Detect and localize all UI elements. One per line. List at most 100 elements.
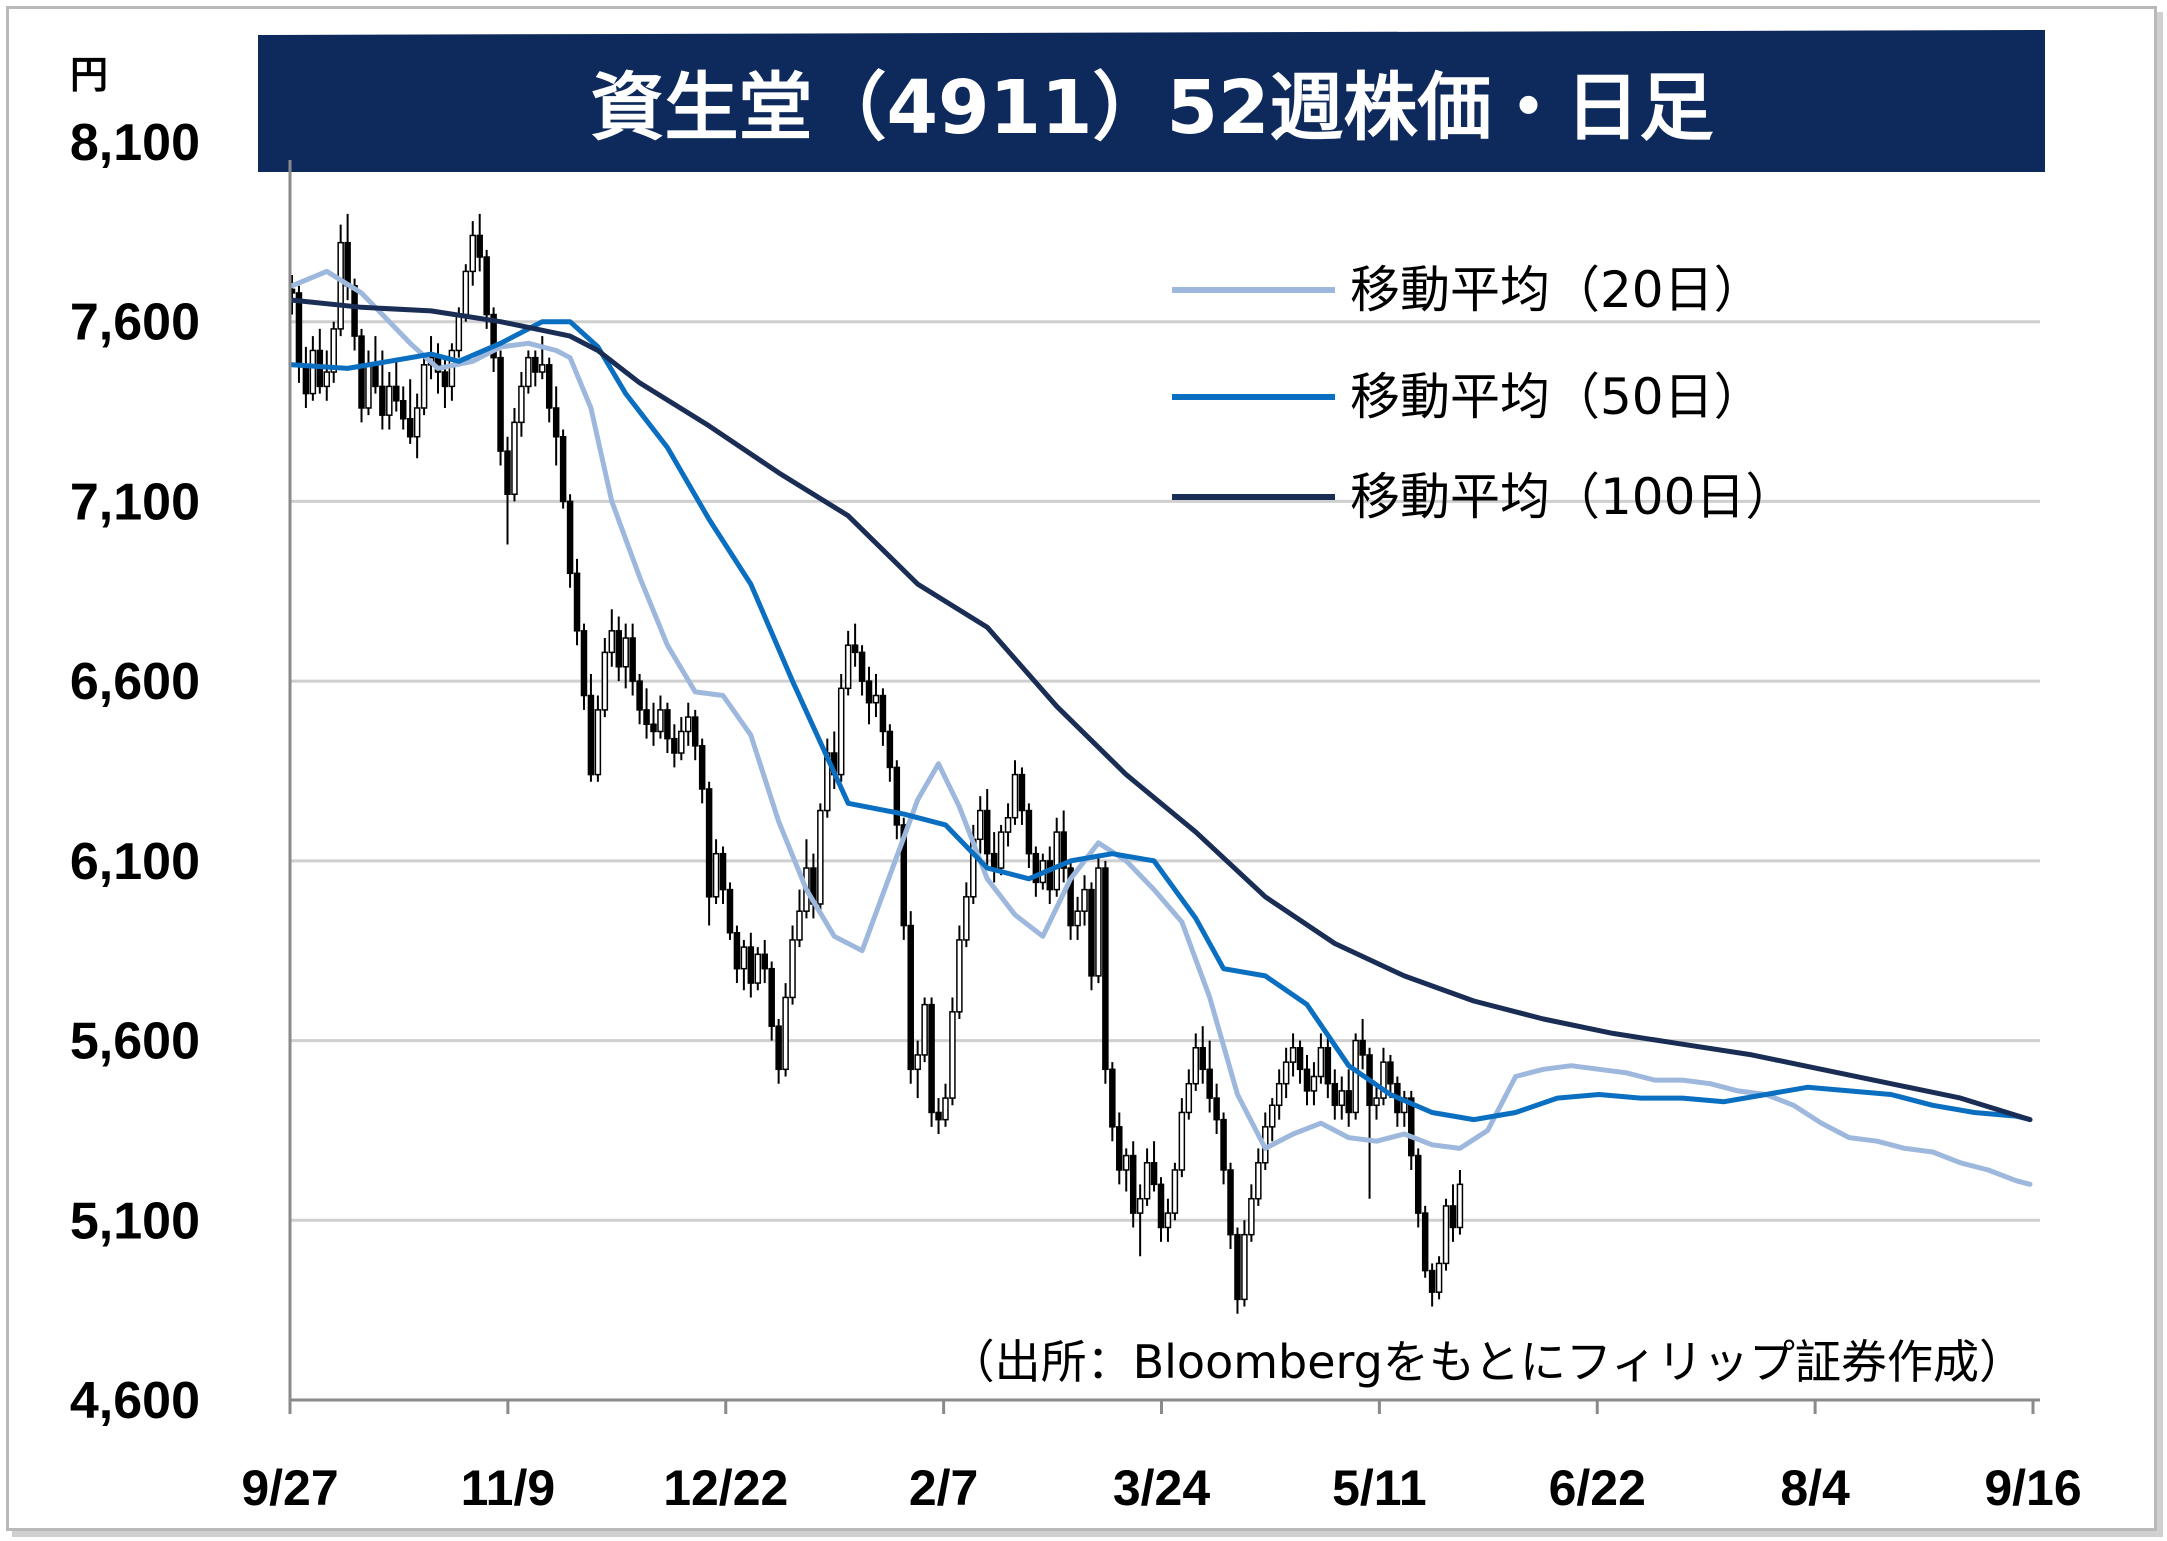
moving-average-lines: [289, 268, 2033, 1187]
candle: [740, 939, 748, 991]
candle: [1122, 1148, 1130, 1192]
candle: [1359, 1019, 1366, 1070]
candle: [963, 882, 970, 948]
legend-item-ma50: 移動平均（50日）: [1172, 368, 1764, 426]
candle: [1227, 1162, 1234, 1250]
candle: [559, 429, 567, 509]
candle: [566, 494, 574, 588]
candle: [1421, 1205, 1429, 1278]
legend-item-ma100: 移動平均（100日）: [1172, 468, 1795, 526]
candle: [420, 357, 428, 416]
candle: [1317, 1033, 1325, 1084]
candle: [1032, 846, 1040, 897]
x-tick-label: 5/11: [1332, 1460, 1427, 1516]
candle: [650, 702, 657, 746]
candle: [1255, 1148, 1262, 1206]
candle: [1394, 1076, 1401, 1127]
y-tick-label: 4,600: [70, 1372, 200, 1430]
candle: [323, 350, 331, 401]
candle: [914, 1040, 921, 1099]
candle: [1192, 1033, 1200, 1091]
y-tick-labels: 8,100 7,600 7,100 6,600 6,100 5,600 5,100 4,600: [70, 114, 200, 1430]
x-tick-label: 8/4: [1780, 1460, 1850, 1516]
candle: [1053, 817, 1060, 897]
legend-item-ma20: 移動平均（20日）: [1172, 261, 1764, 319]
legend-label: 移動平均（100日）: [1350, 468, 1795, 526]
candle: [1220, 1112, 1227, 1185]
candle: [358, 328, 365, 423]
candle: [865, 666, 873, 725]
candle: [1136, 1184, 1144, 1257]
y-tick-label: 5,600: [70, 1013, 200, 1071]
candle: [1289, 1033, 1297, 1077]
y-tick-label: 8,100: [70, 114, 200, 172]
candle: [1060, 810, 1067, 883]
chart-frame: [6, 6, 2157, 1531]
candle: [302, 346, 310, 408]
candle: [552, 386, 560, 466]
candle: [837, 673, 845, 782]
candle: [1088, 882, 1095, 991]
candle: [921, 997, 928, 1063]
candle: [601, 638, 609, 718]
y-tick-label: 7,600: [70, 294, 200, 352]
x-tick-label: 6/22: [1549, 1460, 1646, 1516]
candle: [1171, 1162, 1179, 1221]
x-tick-label: 11/9: [461, 1460, 556, 1516]
candle: [928, 997, 935, 1127]
y-axis-unit: 円: [70, 53, 108, 97]
candle: [483, 249, 490, 329]
candle: [817, 803, 824, 912]
candle: [594, 695, 602, 782]
candle: [580, 623, 588, 710]
candle: [1074, 896, 1081, 940]
candle: [1428, 1263, 1436, 1307]
candle: [678, 717, 685, 761]
candle: [469, 221, 477, 286]
candle: [1157, 1177, 1165, 1242]
candle: [726, 882, 734, 940]
candle: [1241, 1220, 1248, 1307]
candle: [1414, 1148, 1422, 1228]
candle: [1366, 1047, 1373, 1199]
candle: [705, 781, 713, 926]
candle: [448, 343, 456, 401]
candle: [497, 350, 504, 466]
candle: [1345, 1069, 1352, 1127]
candle: [942, 1083, 949, 1127]
x-tick-label: 12/22: [663, 1460, 788, 1516]
candle: [858, 645, 866, 696]
candle: [1352, 1033, 1359, 1120]
candle: [1456, 1169, 1464, 1235]
x-tick-labels: 9/27 11/9 12/22 2/7 3/24 5/11 6/22 8/4 9/16: [241, 1400, 2082, 1516]
candle: [782, 983, 789, 1077]
candle: [1282, 1047, 1290, 1099]
candle: [796, 889, 803, 948]
candle: [719, 846, 727, 904]
candle: [532, 350, 539, 387]
candle: [490, 307, 497, 373]
candle: [1213, 1083, 1220, 1135]
candle: [316, 328, 324, 394]
candle: [691, 709, 699, 761]
candle: [636, 673, 643, 725]
candle: [462, 264, 470, 322]
candle: [629, 623, 636, 696]
chart-title: 資生堂（4911）52週株価・日足: [591, 65, 1714, 151]
candle: [712, 839, 720, 904]
candle: [1338, 1076, 1346, 1120]
candle: [1303, 1054, 1311, 1106]
candle: [657, 695, 664, 739]
candle: [907, 911, 914, 1084]
candle: [1442, 1198, 1450, 1271]
candle: [872, 673, 880, 718]
candle: [1373, 1083, 1380, 1120]
candle: [1102, 860, 1109, 1084]
candle: [879, 688, 887, 746]
candle: [1234, 1227, 1241, 1314]
candle: [406, 379, 414, 444]
candle: [747, 932, 755, 998]
candle: [1018, 767, 1026, 825]
candle: [935, 1098, 942, 1135]
candle: [1449, 1184, 1457, 1242]
